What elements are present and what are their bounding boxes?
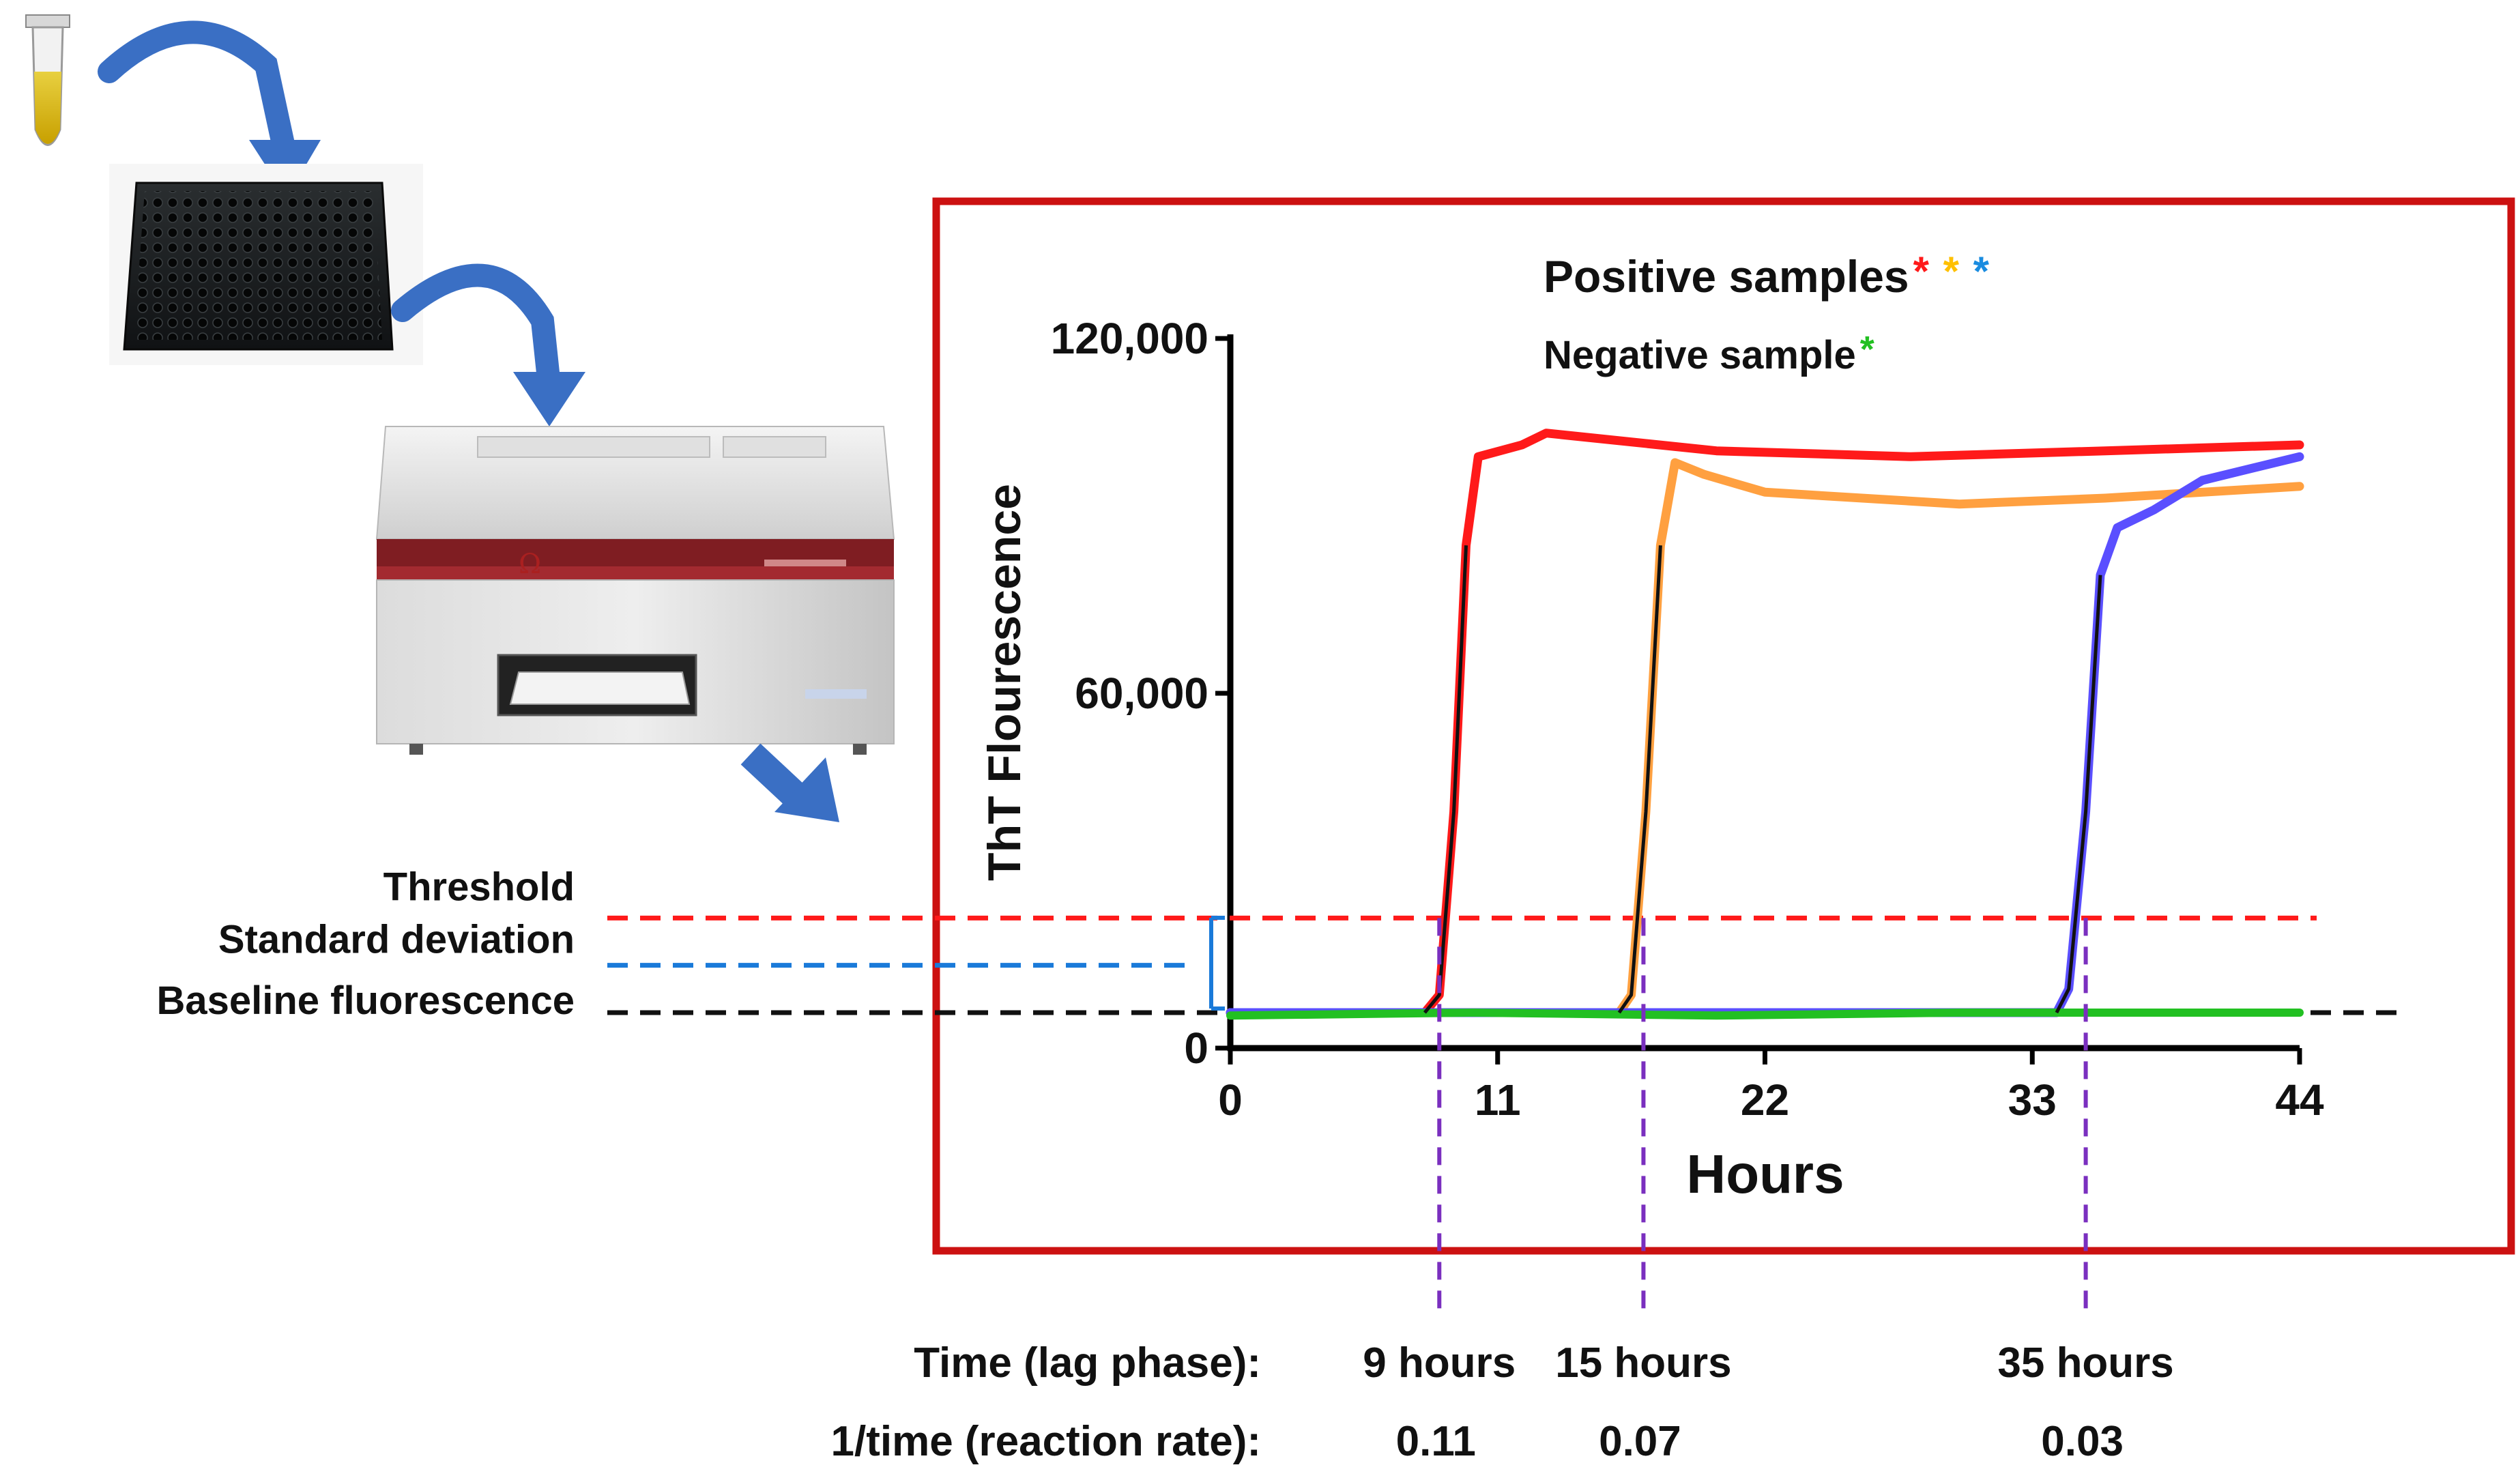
- lag-rate-label: 0.07: [1599, 1418, 1681, 1465]
- legend-negative-asterisks: *: [1860, 329, 1874, 370]
- x-tick-label: 11: [1475, 1075, 1521, 1125]
- lag-rate-label: 0.03: [2041, 1418, 2124, 1465]
- sample-tube-icon: [25, 14, 70, 146]
- row-label-time: Time (lag phase):: [914, 1339, 1261, 1387]
- chart-frame: [932, 197, 2515, 1255]
- reference-line-label: Standard deviation: [218, 918, 575, 962]
- fit-line: [1617, 545, 1662, 1014]
- microplate-icon: [109, 164, 423, 365]
- reference-line-label: Threshold: [383, 865, 575, 909]
- x-tick-label: 33: [2008, 1075, 2057, 1125]
- legend-negative-label: Negative sample: [1544, 333, 1856, 377]
- straight-arrow-reader-to-chart: [740, 743, 839, 822]
- legend-positive-asterisks: * * *: [1913, 248, 1990, 294]
- y-tick-label: 0: [1184, 1024, 1208, 1073]
- plate-reader-instrument: Ω: [375, 426, 895, 755]
- reader-logo: Ω: [519, 549, 541, 580]
- legend-asterisk: *: [1943, 248, 1960, 294]
- y-axis: 0 60,000 120,000: [1051, 314, 1234, 1073]
- lag-rate-label: 0.11: [1396, 1418, 1476, 1465]
- y-axis-label: ThT Flourescence: [979, 484, 1030, 881]
- fit-line: [1423, 545, 1468, 1014]
- x-tick-label: 22: [1741, 1075, 1789, 1125]
- legend-positive-label: Positive samples: [1544, 251, 1909, 302]
- fit-line: [2055, 575, 2102, 1014]
- series-line: [1226, 1009, 2304, 1020]
- row-label-rate: 1/time (reaction rate):: [830, 1418, 1261, 1465]
- x-axis: 0 11 22 33 44: [1218, 1045, 2324, 1125]
- lag-markers: 9 hours 0.11 15 hours 0.07 35 hours 0.03: [1363, 918, 2174, 1465]
- y-tick-label: 60,000: [1075, 669, 1208, 718]
- lag-time-label: 35 hours: [1997, 1339, 2173, 1387]
- x-tick-label: 0: [1218, 1075, 1243, 1125]
- std-dev-bracket: [1209, 916, 1225, 1011]
- legend-asterisk: *: [1913, 248, 1930, 294]
- reference-line-label: Baseline fluorescence: [156, 979, 575, 1023]
- legend-asterisk: *: [1860, 329, 1874, 370]
- x-tick-label: 44: [2275, 1075, 2324, 1125]
- legend-asterisk: *: [1973, 248, 1990, 294]
- x-axis-label: Hours: [1686, 1144, 1844, 1204]
- legend: Positive samples Negative sample * * * *: [1544, 248, 1990, 377]
- x-tick-group: 0 11 22 33 44: [1218, 1048, 2324, 1125]
- y-tick-group: 0 60,000 120,000: [1051, 314, 1230, 1073]
- lag-time-label: 15 hours: [1555, 1339, 1731, 1387]
- curved-arrow-plate-to-reader: [391, 263, 585, 426]
- y-tick-label: 120,000: [1051, 314, 1208, 363]
- series-group: [1226, 429, 2304, 1020]
- lag-time-label: 9 hours: [1363, 1339, 1516, 1387]
